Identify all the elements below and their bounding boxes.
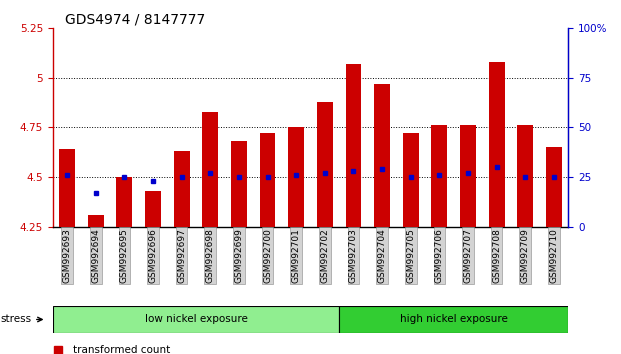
Text: high nickel exposure: high nickel exposure <box>400 314 507 325</box>
Bar <box>53 306 339 333</box>
Bar <box>117 177 132 227</box>
Bar <box>339 306 568 333</box>
Text: GSM992696: GSM992696 <box>148 228 158 283</box>
Bar <box>460 125 476 227</box>
Bar <box>517 125 533 227</box>
Bar <box>59 149 75 227</box>
Bar <box>489 62 504 227</box>
Text: GSM992710: GSM992710 <box>550 228 558 283</box>
Bar <box>202 112 218 227</box>
Text: GSM992698: GSM992698 <box>206 228 215 283</box>
Bar <box>174 151 189 227</box>
Text: stress: stress <box>0 314 42 325</box>
Text: GSM992701: GSM992701 <box>292 228 301 283</box>
Bar <box>145 191 161 227</box>
Bar <box>288 127 304 227</box>
Text: GSM992708: GSM992708 <box>492 228 501 283</box>
Text: GSM992704: GSM992704 <box>378 228 387 283</box>
Bar <box>317 102 333 227</box>
Text: transformed count: transformed count <box>73 345 171 354</box>
Text: GSM992702: GSM992702 <box>320 228 329 283</box>
Text: GSM992700: GSM992700 <box>263 228 272 283</box>
Bar <box>546 147 562 227</box>
Bar <box>374 84 390 227</box>
Text: low nickel exposure: low nickel exposure <box>145 314 247 325</box>
Text: GSM992705: GSM992705 <box>406 228 415 283</box>
Text: GSM992703: GSM992703 <box>349 228 358 283</box>
Text: GSM992706: GSM992706 <box>435 228 444 283</box>
Bar <box>345 64 361 227</box>
Text: GSM992709: GSM992709 <box>521 228 530 283</box>
Text: GSM992693: GSM992693 <box>63 228 71 283</box>
Text: GSM992694: GSM992694 <box>91 228 100 283</box>
Text: GSM992695: GSM992695 <box>120 228 129 283</box>
Text: GDS4974 / 8147777: GDS4974 / 8147777 <box>65 12 206 27</box>
Bar <box>231 141 247 227</box>
Text: GSM992699: GSM992699 <box>234 228 243 283</box>
Bar <box>403 133 419 227</box>
Bar <box>432 125 447 227</box>
Text: GSM992697: GSM992697 <box>177 228 186 283</box>
Bar <box>88 215 104 227</box>
Bar <box>260 133 276 227</box>
Text: GSM992707: GSM992707 <box>463 228 473 283</box>
